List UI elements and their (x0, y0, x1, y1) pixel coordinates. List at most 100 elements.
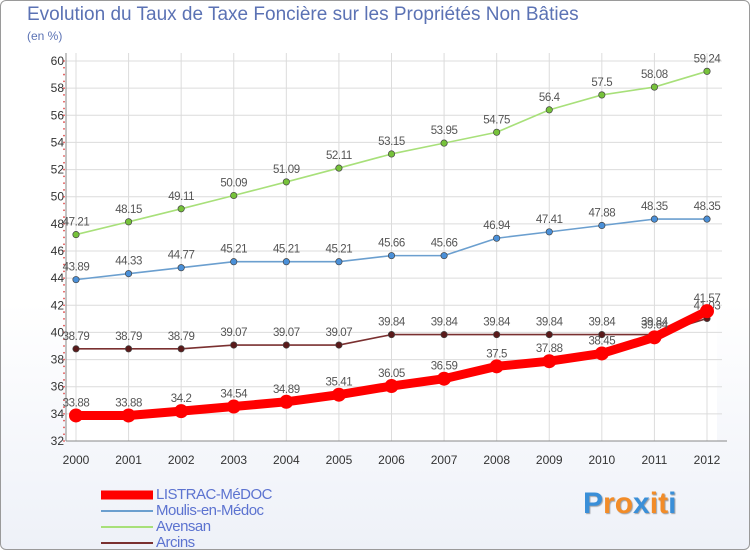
y-minor-tick (63, 60, 65, 62)
data-label: 39.84 (588, 317, 616, 329)
x-tick-label: 2000 (63, 453, 90, 467)
data-label: 36.59 (431, 361, 458, 373)
y-minor-tick (63, 372, 65, 375)
data-label: 53.95 (431, 125, 458, 137)
y-minor-tick (63, 222, 65, 225)
y-minor-tick (63, 304, 65, 307)
data-label: 45.66 (431, 238, 458, 250)
x-tick-label: 2008 (483, 453, 510, 467)
data-label: 48.35 (641, 201, 668, 213)
data-label: 45.21 (220, 244, 247, 256)
data-label: 59.24 (694, 53, 722, 65)
y-minor-tick (63, 100, 65, 103)
legend-label: Avensan (156, 518, 211, 535)
y-tick-label: 54 (51, 135, 65, 149)
data-point (650, 215, 658, 223)
legend-label: Moulis-en-Médoc (156, 502, 264, 519)
data-point (282, 178, 290, 186)
y-minor-tick (63, 161, 65, 164)
data-label: 35.41 (326, 377, 353, 389)
data-label: 38.79 (63, 331, 90, 343)
data-point (335, 164, 343, 172)
y-minor-tick (63, 385, 65, 388)
data-point (545, 331, 553, 339)
data-point (542, 354, 557, 369)
logo-letter: i (668, 487, 677, 520)
data-label: 48.35 (694, 201, 721, 213)
data-label: 33.88 (63, 397, 90, 409)
data-label: 39.84 (536, 317, 564, 329)
data-label: 37.5 (486, 348, 507, 360)
y-minor-tick (63, 94, 65, 96)
data-point (384, 379, 399, 394)
y-minor-tick (63, 270, 65, 273)
data-point (650, 83, 658, 91)
y-minor-tick (63, 189, 65, 191)
data-point (493, 234, 501, 242)
data-label: 47.41 (536, 214, 563, 226)
data-point (598, 331, 606, 339)
y-minor-tick (63, 365, 65, 368)
y-minor-tick (63, 317, 65, 320)
data-label: 51.09 (273, 164, 300, 176)
logo-letter: t (658, 487, 669, 520)
y-minor-tick (63, 440, 65, 442)
data-label: 34.54 (220, 389, 248, 401)
y-tick-label: 40 (51, 325, 65, 339)
data-point (335, 258, 343, 266)
y-minor-tick (63, 412, 65, 415)
y-tick-label: 46 (51, 244, 65, 258)
y-minor-tick (63, 399, 65, 402)
y-tick-label: 50 (51, 190, 65, 204)
data-point (493, 128, 501, 136)
y-minor-tick (63, 114, 65, 117)
y-tick-label: 44 (51, 271, 65, 285)
data-label: 56.4 (539, 92, 561, 104)
data-point (440, 139, 448, 147)
y-minor-tick (63, 202, 65, 205)
data-point (72, 276, 80, 284)
legend-label: Arcins (156, 534, 195, 550)
data-point (545, 106, 553, 114)
data-label: 39.07 (273, 327, 300, 339)
data-label: 45.21 (273, 244, 300, 256)
data-point (387, 150, 396, 158)
data-label: 38.45 (588, 335, 615, 347)
y-minor-tick (63, 134, 65, 137)
data-point (69, 408, 83, 423)
x-tick-label: 2012 (694, 453, 721, 467)
legend-swatch (101, 526, 153, 528)
legend-swatch (101, 510, 153, 512)
y-minor-tick (63, 182, 65, 185)
y-minor-tick (63, 209, 65, 212)
data-point (279, 394, 294, 409)
data-point (174, 404, 189, 419)
data-point (594, 346, 609, 361)
proxiti-logo: Proxiti (583, 487, 676, 521)
x-tick-label: 2004 (273, 453, 300, 467)
y-tick-label: 48 (51, 217, 65, 231)
x-tick-label: 2003 (220, 453, 247, 467)
data-label: 39.84 (431, 317, 459, 329)
y-tick-label: 58 (51, 81, 65, 95)
data-point (125, 218, 133, 226)
data-point (121, 408, 136, 423)
data-point (177, 264, 185, 272)
data-point (331, 387, 346, 402)
data-label: 36.05 (378, 368, 405, 380)
y-minor-tick (63, 406, 65, 408)
y-tick-label: 34 (51, 407, 65, 421)
y-minor-tick (63, 284, 65, 286)
data-point (440, 252, 448, 260)
data-label: 50.09 (220, 177, 247, 189)
y-tick-label: 60 (51, 54, 65, 68)
data-point (282, 341, 290, 349)
x-tick-label: 2001 (115, 453, 142, 467)
data-label: 58.08 (641, 69, 668, 81)
y-minor-tick (63, 263, 65, 266)
x-tick-label: 2011 (642, 453, 668, 467)
y-tick-label: 52 (51, 163, 65, 177)
data-label: 39.64 (641, 319, 669, 331)
y-tick-label: 56 (51, 108, 65, 122)
